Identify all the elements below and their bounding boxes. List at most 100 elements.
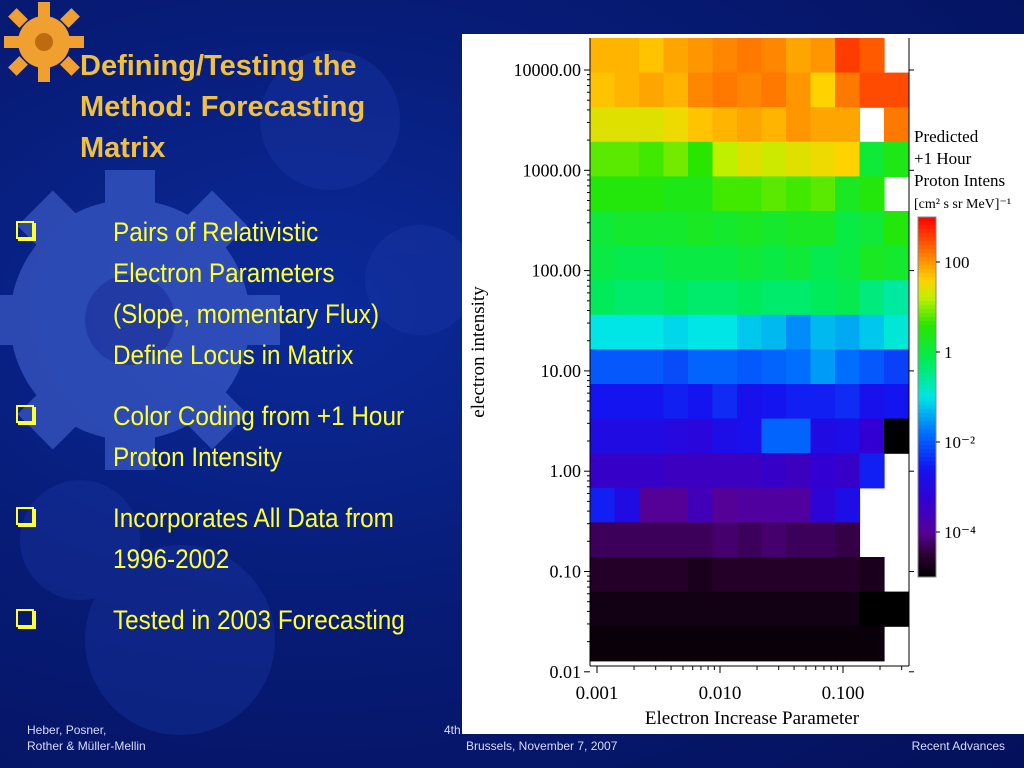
x-tick-label: 0.100 — [822, 683, 865, 704]
heatmap-cell — [688, 141, 714, 177]
heatmap-cell — [663, 280, 689, 316]
heatmap-cell — [859, 314, 885, 350]
heatmap-cell — [810, 626, 836, 662]
bullet-line: Tested in 2003 Forecasting — [113, 605, 405, 635]
heatmap-cell — [761, 107, 787, 143]
heatmap-cell — [859, 38, 885, 74]
heatmap-cell — [712, 591, 738, 627]
heatmap-cell — [761, 72, 787, 108]
heatmap-cell — [712, 453, 738, 489]
heatmap-cell — [835, 314, 861, 350]
heatmap-cell — [737, 557, 763, 593]
heatmap-cell — [639, 72, 665, 108]
x-tick-label: 0.010 — [699, 683, 742, 704]
colorbar-segment — [918, 305, 936, 310]
heatmap-cell — [663, 591, 689, 627]
colorbar-segment — [918, 345, 936, 350]
heatmap-cell — [639, 418, 665, 454]
heatmap-cell — [835, 626, 861, 662]
heatmap-cell — [614, 591, 640, 627]
heatmap-cell — [810, 211, 836, 247]
colorbar-segment — [918, 453, 936, 458]
heatmap-cell — [810, 72, 836, 108]
title-line-2: Method: Forecasting — [80, 91, 366, 123]
colorbar-segment — [918, 553, 936, 558]
colorbar-segment — [918, 401, 936, 406]
heatmap-cell — [737, 349, 763, 385]
heatmap-cell — [712, 72, 738, 108]
heatmap-cell — [737, 176, 763, 212]
colorbar-segment — [918, 561, 936, 566]
heatmap-cell — [590, 487, 616, 523]
colorbar-segment — [918, 317, 936, 322]
y-tick-label: 1000.00 — [523, 160, 582, 180]
heatmap-cell — [639, 591, 665, 627]
heatmap-cell — [614, 557, 640, 593]
heatmap-cell — [737, 245, 763, 281]
colorbar-segment — [918, 285, 936, 290]
y-tick-label: 100.00 — [532, 261, 582, 281]
heatmap-cell — [835, 280, 861, 316]
heatmap-cell — [712, 418, 738, 454]
heatmap-cell — [786, 591, 812, 627]
checkbox-bullet-icon — [16, 507, 34, 525]
heatmap-cell — [835, 107, 861, 143]
colorbar-gradient — [917, 216, 937, 578]
slide-title: Defining/Testing the Method: Forecasting… — [80, 46, 440, 169]
checkbox-bullet-icon — [16, 221, 34, 239]
heatmap-cell — [859, 141, 885, 177]
heatmap-cell — [590, 626, 616, 662]
y-tick-label: 1.00 — [550, 461, 582, 481]
colorbar-units: [cm² s sr MeV]⁻¹ — [914, 197, 1011, 212]
heatmap-cell — [810, 453, 836, 489]
bullet-item: Tested in 2003 Forecasting — [10, 600, 460, 641]
heatmap-cell — [688, 384, 714, 420]
colorbar-segment — [918, 341, 936, 346]
heatmap-cell — [590, 176, 616, 212]
bullet-text: Color Coding from +1 Hour Proton Intensi… — [113, 396, 404, 478]
y-axis-label: electron intensity — [468, 286, 489, 418]
heatmap-cell — [835, 176, 861, 212]
colorbar-title-line: Proton Intens — [914, 171, 1005, 190]
heatmap-cell — [859, 626, 885, 662]
colorbar-segment — [918, 473, 936, 478]
heatmap-cell — [761, 626, 787, 662]
bullet-line: 1996-2002 — [113, 544, 230, 574]
heatmap-cell — [639, 280, 665, 316]
footer-event-line-1: 4th — [444, 723, 461, 737]
colorbar-segment — [918, 361, 936, 366]
heatmap-cell — [663, 418, 689, 454]
footer-right: Recent Advances — [912, 738, 1005, 754]
heatmap-cell — [688, 626, 714, 662]
heatmap-cell — [884, 418, 910, 454]
heatmap-cell — [810, 487, 836, 523]
heatmap-cell — [663, 38, 689, 74]
colorbar-segment — [918, 469, 936, 474]
heatmap-cell — [590, 522, 616, 558]
heatmap-cell — [590, 591, 616, 627]
heatmap-cell — [590, 211, 616, 247]
x-axis-label: Electron Increase Parameter — [645, 708, 860, 729]
checkbox-bullet-icon — [16, 405, 34, 423]
colorbar-title-line: Predicted — [914, 127, 979, 146]
heatmap-cell — [859, 349, 885, 385]
heatmap-cell — [639, 211, 665, 247]
heatmap-cell — [810, 349, 836, 385]
heatmap-cell — [590, 107, 616, 143]
heatmap-cell — [761, 418, 787, 454]
heatmap-cell — [737, 211, 763, 247]
heatmap-cell — [712, 38, 738, 74]
heatmap-cell — [761, 453, 787, 489]
colorbar-segment — [918, 449, 936, 454]
heatmap-cell — [712, 349, 738, 385]
chart-axes: 10000.001000.00100.0010.001.000.100.010.… — [514, 38, 914, 704]
colorbar-segment — [918, 537, 936, 542]
heatmap-cell — [590, 245, 616, 281]
heatmap-cell — [859, 72, 885, 108]
heatmap-cell — [614, 176, 640, 212]
heatmap-cell — [639, 453, 665, 489]
heatmap-cell — [712, 176, 738, 212]
heatmap-cell — [786, 626, 812, 662]
colorbar-ticks: 100 1 10⁻² 10⁻⁴ — [936, 253, 976, 542]
